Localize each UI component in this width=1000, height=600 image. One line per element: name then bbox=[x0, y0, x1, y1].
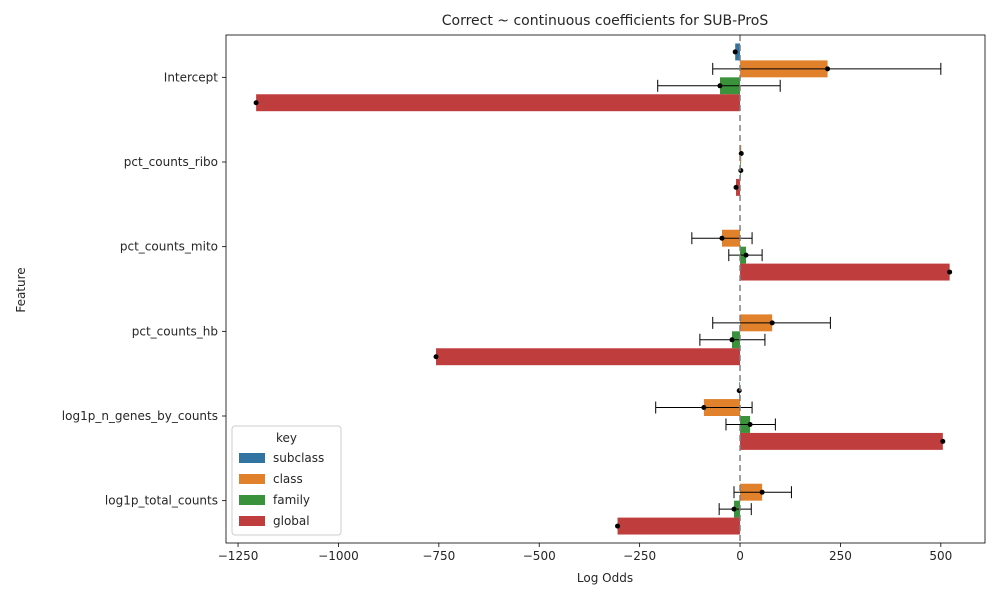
point-family-pct_counts_mito bbox=[743, 252, 749, 258]
point-family-log1p_total_counts bbox=[731, 506, 737, 512]
point-class-log1p_total_counts bbox=[759, 489, 765, 495]
bar-global-log1p_total_counts bbox=[617, 517, 741, 535]
x-tick-label: 0 bbox=[736, 549, 744, 563]
point-global-Intercept bbox=[253, 100, 259, 106]
legend-entry-global: global bbox=[273, 514, 310, 528]
point-global-pct_counts_ribo bbox=[733, 184, 739, 190]
chart-title: Correct ~ continuous coefficients for SU… bbox=[442, 13, 769, 29]
x-tick-label: −750 bbox=[422, 549, 455, 563]
legend-title: key bbox=[276, 431, 297, 445]
point-subclass-Intercept bbox=[732, 49, 738, 55]
point-class-pct_counts_mito bbox=[719, 235, 725, 241]
plot-frame bbox=[225, 34, 986, 544]
point-global-pct_counts_hb bbox=[433, 354, 439, 360]
bar-global-log1p_n_genes_by_counts bbox=[740, 432, 943, 450]
x-tick-label: −500 bbox=[523, 549, 556, 563]
point-global-pct_counts_mito bbox=[947, 269, 953, 275]
y-axis-label: Feature bbox=[14, 267, 28, 312]
legend-entry-family: family bbox=[273, 493, 310, 507]
point-class-log1p_n_genes_by_counts bbox=[701, 405, 707, 411]
bar-global-Intercept bbox=[256, 94, 741, 112]
legend-entry-class: class bbox=[273, 472, 303, 486]
plot-area: −1250 −1000 −750 −500 −250 0 250 500 Intercept pc… bbox=[62, 34, 986, 563]
y-tick-label: log1p_total_counts bbox=[105, 494, 218, 508]
point-family-log1p_n_genes_by_counts bbox=[747, 421, 753, 427]
point-global-log1p_n_genes_by_counts bbox=[940, 438, 946, 444]
x-axis-label: Log Odds bbox=[577, 571, 633, 585]
x-tick-label: 250 bbox=[829, 549, 852, 563]
x-tick-label: −1000 bbox=[318, 549, 359, 563]
point-family-pct_counts_ribo bbox=[738, 167, 744, 173]
point-class-pct_counts_ribo bbox=[738, 151, 744, 157]
legend-swatch-subclass bbox=[239, 453, 265, 463]
x-tick-label: 500 bbox=[929, 549, 952, 563]
legend-swatch-family bbox=[239, 495, 265, 505]
bar-global-pct_counts_mito bbox=[740, 263, 950, 281]
point-class-pct_counts_hb bbox=[769, 320, 775, 326]
y-tick-label: Intercept bbox=[164, 70, 219, 84]
bar-global-pct_counts_hb bbox=[436, 348, 741, 366]
legend-swatch-class bbox=[239, 474, 265, 484]
point-subclass-log1p_n_genes_by_counts bbox=[736, 388, 742, 394]
point-family-Intercept bbox=[717, 83, 723, 89]
y-tick-label: log1p_n_genes_by_counts bbox=[62, 409, 218, 423]
x-tick-label: −250 bbox=[623, 549, 656, 563]
y-tick-label: pct_counts_mito bbox=[120, 240, 218, 254]
y-tick-label: pct_counts_ribo bbox=[124, 155, 218, 169]
point-family-pct_counts_hb bbox=[729, 337, 735, 343]
point-global-log1p_total_counts bbox=[615, 523, 621, 529]
legend-swatch-global bbox=[239, 516, 265, 526]
legend-entry-subclass: subclass bbox=[273, 451, 324, 465]
y-tick-label: pct_counts_hb bbox=[132, 324, 218, 338]
x-tick-label: −1250 bbox=[218, 549, 259, 563]
legend: key subclass class family global bbox=[231, 425, 342, 536]
point-class-Intercept bbox=[825, 66, 831, 72]
